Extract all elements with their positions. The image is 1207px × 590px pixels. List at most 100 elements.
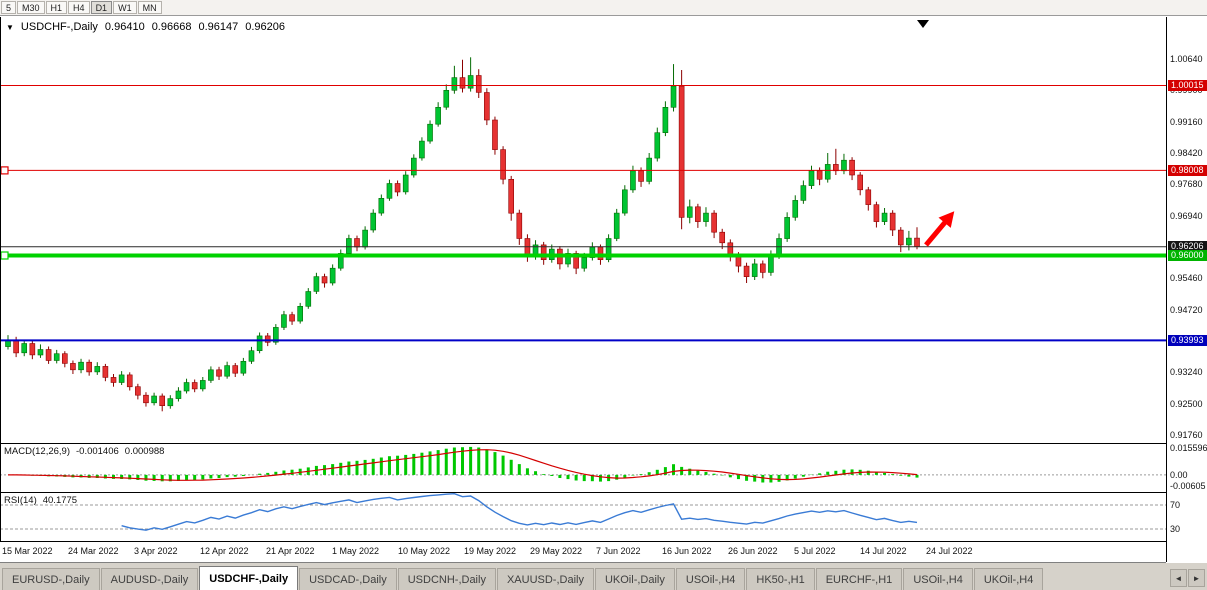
tab-xauusd-daily[interactable]: XAUUSD-,Daily: [496, 568, 594, 590]
candle: [889, 210, 896, 236]
rsi-panel-canvas[interactable]: [0, 493, 1166, 541]
candle: [865, 186, 872, 211]
macd-main-value: -0.001406: [76, 446, 119, 457]
candle: [191, 379, 198, 393]
candle: [102, 363, 109, 382]
candle: [670, 64, 677, 112]
price-scale-label: 0.94720: [1170, 304, 1203, 315]
rsi-line: [121, 493, 918, 531]
candle: [256, 332, 263, 354]
candle: [557, 246, 563, 270]
price-scale-label: 0.96940: [1170, 210, 1203, 221]
candle: [613, 208, 620, 242]
tab-ukoil-h4[interactable]: UKOil-,H4: [973, 568, 1044, 590]
symbol-dropdown-icon[interactable]: ▼: [6, 22, 14, 32]
candle: [808, 165, 815, 189]
candle: [329, 264, 336, 286]
timeframe-button-h4[interactable]: H4: [68, 1, 90, 14]
tab-scroll-controls: ◄ ►: [1170, 569, 1205, 587]
candle: [321, 273, 328, 288]
candle: [313, 272, 320, 294]
date-label: 24 Jul 2022: [926, 546, 973, 556]
candle: [143, 392, 149, 407]
tab-usdcad-daily[interactable]: USDCAD-,Daily: [299, 568, 397, 590]
timeframe-button-mn[interactable]: MN: [137, 1, 162, 14]
date-label: 29 May 2022: [530, 546, 583, 556]
candle: [678, 70, 685, 230]
candle: [703, 207, 709, 227]
candle: [427, 120, 433, 144]
tab-audusd-daily[interactable]: AUDUSD-,Daily: [100, 568, 199, 590]
tab-hk50-h1[interactable]: HK50-,H1: [746, 568, 815, 590]
candle: [78, 358, 84, 374]
date-label: 10 May 2022: [398, 546, 451, 556]
tab-ukoil-daily[interactable]: UKOil-,Daily: [594, 568, 675, 590]
candle: [914, 227, 920, 250]
candle: [508, 175, 515, 221]
ohlc-low: 0.96147: [198, 21, 239, 33]
candle: [232, 363, 239, 377]
tab-scroll-right-icon[interactable]: ►: [1188, 569, 1205, 587]
candle: [897, 227, 904, 253]
candle: [719, 228, 726, 250]
date-label: 14 Jul 2022: [860, 546, 907, 556]
candle: [386, 179, 393, 201]
support-line-green-handle[interactable]: [0, 251, 9, 260]
candle: [305, 288, 312, 309]
chart-left-border: [0, 17, 1, 562]
candle: [646, 153, 652, 185]
candle: [695, 203, 701, 228]
date-label: 12 Apr 2022: [200, 546, 249, 556]
tab-usoil-h4[interactable]: USOil-,H4: [903, 568, 973, 590]
candle: [362, 226, 368, 250]
candle: [337, 249, 344, 271]
price-scale-label: 0.97680: [1170, 179, 1203, 190]
date-label: 21 Apr 2022: [266, 546, 315, 556]
candle: [126, 372, 133, 391]
candle: [86, 359, 92, 376]
rsi-scale-label: 30: [1170, 524, 1181, 534]
tab-eurusd-daily[interactable]: EURUSD-,Daily: [2, 568, 100, 590]
candle: [346, 234, 352, 256]
panel-divider: [0, 443, 1207, 444]
candle: [824, 153, 831, 183]
macd-panel-canvas[interactable]: [0, 444, 1166, 492]
candle: [5, 335, 11, 350]
chart-title: ▼ USDCHF-,Daily 0.96410 0.96668 0.96147 …: [6, 21, 285, 33]
price-chart-canvas[interactable]: [0, 17, 1166, 443]
candle: [459, 59, 466, 93]
timeframe-button-d1[interactable]: D1: [90, 1, 113, 14]
price-scale-label: 0.99160: [1170, 116, 1203, 127]
time-axis[interactable]: 15 Mar 2022 24 Mar 2022 3 Apr 2022 12 Apr 2…: [0, 542, 1166, 563]
price-scale-label: 0.98420: [1170, 148, 1203, 158]
ohlc-high: 0.96668: [151, 21, 192, 33]
candle: [289, 311, 295, 325]
candle: [410, 154, 417, 178]
candle: [654, 127, 661, 162]
tab-usdcnh-daily[interactable]: USDCNH-,Daily: [397, 568, 496, 590]
candle: [167, 395, 174, 409]
price-scale[interactable]: 1.006400.999000.991600.984200.976800.969…: [1166, 17, 1207, 562]
candle: [743, 262, 750, 283]
timeframe-button-w1[interactable]: W1: [113, 1, 137, 14]
candle: [711, 210, 717, 239]
resistance-line-lower-handle[interactable]: [0, 166, 9, 175]
tab-scroll-left-icon[interactable]: ◄: [1170, 569, 1187, 587]
timeframe-button-h1[interactable]: H1: [45, 1, 68, 14]
timeframe-button-5[interactable]: 5: [1, 1, 17, 14]
tab-eurchf-h1[interactable]: EURCHF-,H1: [815, 568, 903, 590]
tab-usdchf-daily[interactable]: USDCHF-,Daily: [199, 566, 299, 590]
timeframe-button-m30[interactable]: M30: [17, 1, 45, 14]
date-label: 16 Jun 2022: [662, 546, 712, 556]
candle: [540, 241, 547, 265]
macd-signal-value: 0.000988: [124, 446, 165, 457]
candle: [45, 346, 52, 364]
tab-usoil-h4[interactable]: USOil-,H4: [675, 568, 746, 590]
macd-scale-label: 0.015596: [1170, 443, 1207, 453]
candle: [516, 209, 523, 245]
price-badge: 0.96000: [1168, 250, 1207, 261]
candle: [183, 378, 190, 394]
date-label: 5 Jul 2022: [794, 546, 836, 556]
candle: [281, 310, 287, 330]
